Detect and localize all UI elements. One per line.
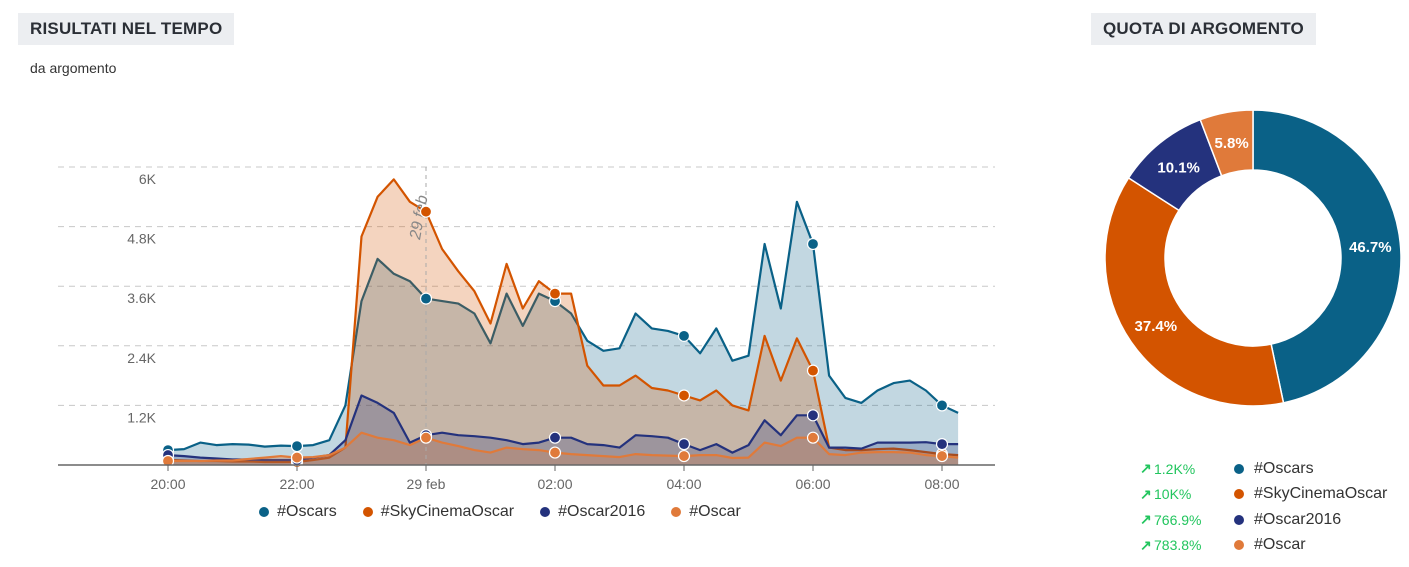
donut-slice — [1104, 176, 1285, 407]
share-delta: 10K% — [1154, 486, 1192, 503]
series-point — [419, 292, 433, 305]
series-name: #Oscars — [1254, 459, 1314, 477]
donut-slice — [1252, 109, 1402, 404]
trend-up-icon: ↗ — [1140, 460, 1152, 477]
series-color-dot — [1234, 489, 1244, 500]
grid-lines — [58, 166, 995, 406]
series-point — [677, 449, 691, 463]
series-area-fill — [168, 432, 959, 465]
trend-up-icon: ↗ — [1140, 536, 1152, 553]
x-tick-label: 06:00 — [795, 476, 830, 492]
y-tick-label: 4.8K — [127, 231, 156, 247]
series-name: #SkyCinemaOscar — [1254, 485, 1388, 503]
legend-dot — [671, 507, 682, 517]
series-color-dot — [1234, 540, 1244, 551]
chart-subtitle: da argomento — [30, 60, 117, 76]
area-chart: 29 feb 1.2K 2.4K 3.6K 4.8K 6K 20:00 22:00 29 fe… — [58, 166, 995, 492]
legend-dot — [540, 507, 551, 517]
series-point — [419, 431, 433, 444]
series-color-dot — [1234, 463, 1244, 474]
axes: 1.2K 2.4K 3.6K 4.8K 6K 20:00 22:00 29 feb 02:00 0… — [58, 171, 995, 492]
x-tick-label: 29 feb — [407, 476, 446, 492]
legend-item[interactable]: #SkyCinemaOscar — [362, 503, 515, 521]
legend-item[interactable]: #Oscar2016 — [540, 503, 645, 521]
series-name: #Oscar — [1254, 536, 1306, 554]
share-delta: 1.2K% — [1154, 460, 1196, 477]
legend-label: #SkyCinemaOscar — [380, 503, 515, 520]
series-point — [935, 438, 949, 451]
x-tick-label: 02:00 — [537, 476, 572, 492]
donut-slice — [1199, 109, 1254, 177]
legend-dot — [259, 507, 270, 517]
share-delta: 766.9% — [1154, 511, 1202, 528]
donut-slice-label: 46.7% — [1349, 239, 1392, 256]
donut-chart: 46.7% 37.4% 10.1% 5.8% — [1104, 109, 1402, 407]
series-points — [161, 205, 949, 469]
y-tick-label: 1.2K — [127, 409, 156, 425]
x-tick-label: 22:00 — [279, 476, 314, 492]
legend-dot — [362, 507, 373, 517]
share-delta: 783.8% — [1154, 537, 1202, 554]
chart-legend: #Oscars #SkyCinemaOscar #Oscar2016 #Oscar — [0, 503, 1000, 521]
y-tick-label: 3.6K — [127, 290, 156, 306]
series-point — [806, 364, 820, 377]
chart-title-left: RISULTATI NEL TEMPO — [18, 13, 235, 45]
series-areas — [167, 178, 959, 466]
series-point — [548, 431, 562, 444]
series-point — [935, 449, 949, 463]
series-point — [419, 205, 433, 218]
share-row: ↗ 1.2K% #Oscars — [1140, 456, 1387, 482]
series-point — [935, 399, 949, 412]
series-point — [806, 431, 820, 444]
trend-up-icon: ↗ — [1140, 485, 1152, 502]
donut-slice-label: 37.4% — [1135, 318, 1178, 335]
share-row: ↗ 783.8% #Oscar — [1140, 533, 1387, 559]
share-row: ↗ 766.9% #Oscar2016 — [1140, 507, 1387, 533]
series-point — [677, 438, 691, 451]
trend-up-icon: ↗ — [1140, 511, 1152, 528]
series-point — [548, 287, 562, 300]
x-tick-label: 04:00 — [666, 476, 701, 492]
x-tick-label: 20:00 — [150, 476, 185, 492]
chart-title-right: QUOTA DI ARGOMENTO — [1091, 13, 1316, 45]
series-point — [677, 329, 691, 342]
legend-label: #Oscars — [277, 503, 337, 520]
y-tick-label: 2.4K — [127, 350, 156, 366]
x-tick-label: 08:00 — [924, 476, 959, 492]
series-point — [290, 451, 304, 464]
series-color-dot — [1234, 514, 1244, 525]
series-point — [548, 446, 562, 459]
series-area-fill — [168, 201, 959, 466]
y-tick-label: 6K — [139, 171, 157, 187]
donut-slice-label: 10.1% — [1157, 159, 1200, 176]
series-point — [290, 440, 304, 453]
series-point — [677, 389, 691, 402]
legend-item[interactable]: #Oscar — [671, 503, 741, 521]
legend-label: #Oscar2016 — [558, 503, 646, 520]
share-row: ↗ 10K% #SkyCinemaOscar — [1140, 482, 1387, 508]
series-name: #Oscar2016 — [1254, 510, 1342, 528]
series-area-fill — [168, 179, 959, 465]
legend-label: #Oscar — [689, 503, 741, 520]
donut-slice-label: 5.8% — [1215, 135, 1249, 152]
series-point — [806, 237, 820, 251]
legend-item[interactable]: #Oscars — [259, 503, 337, 521]
share-change-list: ↗ 1.2K% #Oscars ↗ 10K% #SkyCinemaOscar ↗ 766.9%… — [1140, 456, 1387, 558]
series-point — [806, 409, 820, 422]
